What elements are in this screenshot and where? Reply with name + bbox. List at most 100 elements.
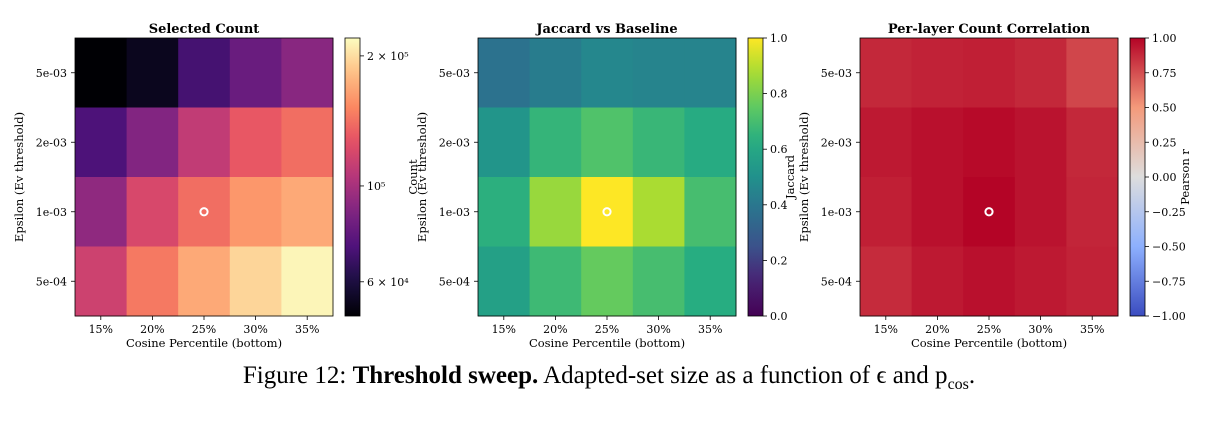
colorbar-tick-label: 0.6 (770, 143, 788, 156)
heatmap-cell (229, 107, 282, 178)
heatmap-cell (1066, 177, 1119, 247)
caption-text: Adapted-set size as a function of ϵ and … (543, 362, 948, 389)
colorbar-tick-label: 1.0 (770, 32, 788, 45)
heatmap-cell (963, 246, 1016, 317)
heatmap-cell (178, 246, 231, 317)
heatmap-panel-1: Selected Count 15% 20% 25% 30% 35% 5e-03 2e-03 1… (12, 22, 420, 350)
heatmap-cell (1014, 246, 1067, 317)
heatmap-cell (229, 177, 282, 247)
heatmap-cell (478, 107, 531, 178)
heatmap-cell (281, 177, 334, 247)
x-tick-label: 30% (243, 323, 267, 336)
colorbar-tick-label: −0.25 (1152, 206, 1186, 219)
y-tick-label: 5e-03 (439, 67, 470, 80)
colorbar-tick-label: 0.0 (770, 310, 788, 323)
heatmap-cell (911, 246, 964, 317)
colorbar-tick-label: 10⁵ (367, 180, 385, 193)
colorbar-label: Count (406, 159, 420, 195)
x-axis-label: Cosine Percentile (bottom) (529, 336, 685, 350)
selected-cell-marker (984, 207, 994, 217)
caption-subscript: cos (947, 376, 969, 393)
selected-cell-marker (199, 207, 209, 217)
heatmap-cell (478, 177, 531, 247)
y-axis-label: Epsilon (Ev threshold) (797, 112, 811, 242)
heatmap-cell (178, 107, 231, 178)
heatmap-cell (860, 38, 913, 108)
heatmap-cell (229, 246, 282, 317)
y-axis-label: Epsilon (Ev threshold) (415, 112, 429, 242)
figure: Selected Count 15% 20% 25% 30% 35% 5e-03 2e-03 1… (12, 22, 1192, 350)
y-tick-label: 5e-03 (36, 67, 67, 80)
heatmap-cell (632, 107, 685, 178)
heatmap-cell (126, 246, 179, 317)
y-tick-label: 1e-03 (821, 206, 852, 219)
heatmap-cell (684, 38, 737, 108)
heatmap-cell (126, 107, 179, 178)
y-tick-label: 2e-03 (36, 136, 67, 149)
heatmap-cell (632, 177, 685, 247)
heatmap-cell (126, 177, 179, 247)
colorbar-tick-label: 0.50 (1152, 102, 1177, 115)
colorbar (1129, 37, 1146, 317)
colorbar-tick-label: 2 × 10⁵ (367, 50, 409, 63)
x-tick-label: 35% (698, 323, 722, 336)
heatmap-cell (581, 177, 634, 247)
heatmap-cell (126, 38, 179, 108)
x-tick-label: 35% (295, 323, 319, 336)
heatmap-cell (281, 38, 334, 108)
heatmap-cell (478, 246, 531, 317)
x-tick-label: 15% (492, 323, 516, 336)
colorbar (344, 37, 361, 317)
heatmap-cell (1066, 246, 1119, 317)
colorbar-tick-label: 0.25 (1152, 136, 1177, 149)
chart-title: Jaccard vs Baseline (535, 22, 677, 37)
heatmap-cell (581, 107, 634, 178)
heatmap-cell (911, 38, 964, 108)
caption-end: . (968, 362, 976, 389)
heatmap-panel-2: Jaccard vs Baseline 15% 20% 25% 30% 35% 5e-03 2… (415, 22, 797, 350)
heatmap-cell (529, 177, 582, 247)
heatmap-cell (860, 177, 913, 247)
x-tick-label: 25% (977, 323, 1001, 336)
colorbar-tick-label: 0.00 (1152, 171, 1177, 184)
colorbar-tick-label: −1.00 (1152, 310, 1186, 323)
y-tick-label: 5e-04 (439, 275, 470, 288)
chart-title: Per-layer Count Correlation (888, 22, 1091, 37)
x-tick-label: 30% (646, 323, 670, 336)
x-tick-label: 20% (925, 323, 949, 336)
heatmap-cell (178, 177, 231, 247)
heatmap-cell (684, 246, 737, 317)
colorbar-tick-label: 6 × 10⁴ (367, 276, 409, 289)
caption-label: Figure 12: (242, 362, 347, 389)
figure-caption: Figure 12: Threshold sweep. Adapted-set … (0, 362, 1218, 394)
colorbar-tick-label: −0.50 (1152, 241, 1186, 254)
heatmap-cell (860, 107, 913, 178)
heatmap-cell (963, 177, 1016, 247)
heatmap-cell (178, 38, 231, 108)
heatmap-cell (1014, 107, 1067, 178)
heatmap-cell (229, 38, 282, 108)
y-axis-label: Epsilon (Ev threshold) (12, 112, 26, 242)
y-tick-label: 1e-03 (36, 206, 67, 219)
x-axis-label: Cosine Percentile (bottom) (911, 336, 1067, 350)
chart-title: Selected Count (149, 22, 260, 37)
heatmap-cell (478, 38, 531, 108)
colorbar-label: Pearson r (1178, 149, 1192, 205)
heatmap-cell (963, 107, 1016, 178)
colorbar-tick-label: 0.8 (770, 88, 788, 101)
heatmap-cell (911, 107, 964, 178)
colorbar-tick-label: 0.75 (1152, 67, 1177, 80)
heatmap-cell (581, 38, 634, 108)
x-tick-label: 20% (140, 323, 164, 336)
heatmap-cell (75, 246, 128, 317)
x-tick-label: 15% (874, 323, 898, 336)
y-tick-label: 5e-04 (36, 275, 67, 288)
heatmap-cell (1014, 38, 1067, 108)
heatmap-cell (911, 177, 964, 247)
x-tick-label: 15% (89, 323, 113, 336)
heatmap-cell (75, 38, 128, 108)
x-tick-label: 25% (192, 323, 216, 336)
colorbar-label: Jaccard (783, 154, 797, 200)
colorbar-tick-label: 1.00 (1152, 32, 1177, 45)
x-tick-label: 30% (1028, 323, 1052, 336)
